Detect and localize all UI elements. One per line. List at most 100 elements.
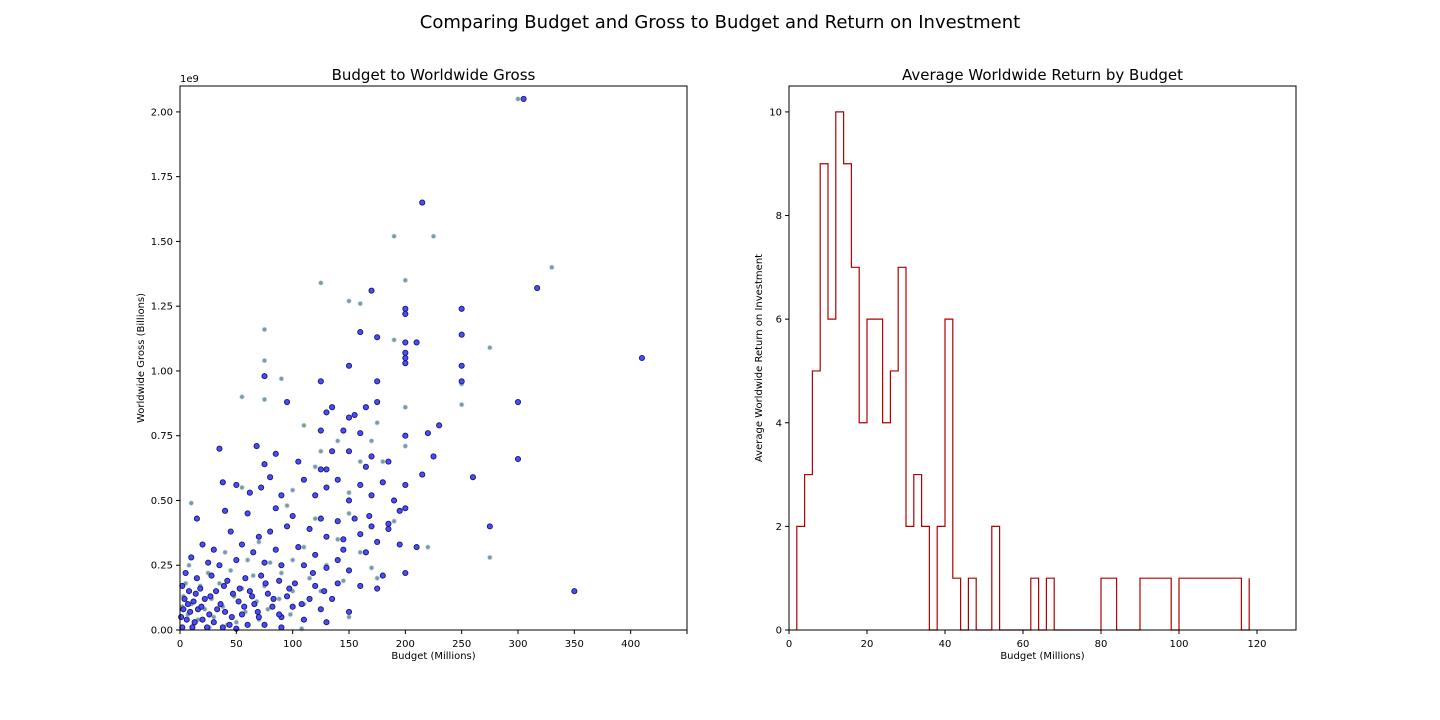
scatter-point-a (255, 613, 262, 621)
scatter-point-b (216, 580, 223, 587)
scatter-point-a (222, 507, 229, 514)
scatter-point-a (300, 562, 307, 569)
scatter-point-a (374, 585, 381, 592)
scatter-point-a (283, 398, 291, 406)
scatter-point-a (323, 484, 330, 491)
scatter-point-b (287, 611, 294, 618)
scatter-point-b (186, 562, 192, 568)
scatter-y-offset-label: 1e9 (180, 74, 199, 85)
scatter-point-a (300, 476, 307, 483)
scatter-point-b (402, 277, 409, 283)
scatter-point-a (228, 613, 235, 621)
scatter-x-tick-label: 200 (396, 639, 415, 650)
scatter-y-tick-label: 1.25 (151, 302, 173, 313)
scatter-point-a (413, 339, 420, 346)
scatter-point-a (224, 577, 231, 584)
scatter-point-a (261, 559, 268, 566)
step-x-tick-label: 20 (861, 639, 874, 650)
scatter-point-a (192, 590, 199, 597)
step-x-tick-label: 0 (786, 639, 792, 650)
step-y-tick-label: 10 (769, 107, 782, 118)
step-y-axis-label: Average Worldwide Return on Investment (754, 254, 765, 462)
step-x-tick-label: 60 (1017, 639, 1030, 650)
scatter-point-b (430, 233, 437, 239)
scatter-point-a (193, 515, 200, 522)
scatter-point-a (283, 593, 291, 600)
scatter-point-a (262, 580, 269, 587)
scatter-y-tick-label: 1.50 (151, 237, 173, 248)
scatter-point-a (458, 331, 465, 338)
scatter-point-a (272, 450, 279, 457)
scatter-point-a (255, 533, 262, 540)
step-x-axis-label: Budget (Millions) (1000, 651, 1084, 662)
scatter-point-a (220, 582, 227, 590)
scatter-point-a (638, 354, 645, 362)
scatter-point-b (267, 559, 273, 566)
scatter-point-a (317, 427, 324, 434)
scatter-point-b (402, 443, 409, 449)
scatter-point-a (244, 510, 251, 517)
scatter-point-a (345, 414, 353, 421)
scatter-point-b (239, 484, 245, 491)
scatter-point-a (323, 619, 330, 626)
scatter-point-b (301, 544, 307, 550)
scatter-point-a (368, 287, 375, 294)
scatter-point-a (298, 601, 305, 608)
scatter-point-b (211, 614, 217, 620)
step-y-tick-label: 2 (776, 522, 782, 533)
scatter-point-a (334, 476, 341, 483)
scatter-point-a (306, 595, 313, 602)
scatter-point-a (357, 481, 364, 488)
scatter-point-a (217, 601, 224, 608)
scatter-point-b (549, 264, 555, 271)
scatter-x-tick-label: 150 (339, 639, 358, 650)
scatter-point-a (272, 505, 279, 512)
scatter-point-b (318, 448, 324, 454)
step-frame (788, 85, 1297, 631)
scatter-point-a (534, 285, 541, 292)
scatter-point-b (318, 280, 324, 286)
scatter-x-tick-label: 0 (177, 639, 183, 650)
scatter-point-a (213, 588, 220, 595)
scatter-point-a (317, 515, 324, 522)
scatter-point-a (276, 577, 283, 584)
scatter-point-a (329, 404, 336, 411)
scatter-point-a (242, 575, 249, 582)
scatter-point-a (289, 512, 296, 520)
step-y-ticks: 0 2 4 6 8 10 (769, 107, 789, 637)
scatter-point-b (357, 549, 363, 555)
scatter-x-ticks: 0 50 100 150 200 250 300 350 400 (177, 630, 688, 650)
scatter-point-a (368, 523, 375, 530)
scatter-point-a (362, 404, 369, 411)
scatter-point-b (233, 619, 240, 625)
scatter-point-a (391, 497, 398, 504)
scatter-point-a (366, 512, 373, 520)
scatter-point-b (425, 544, 431, 550)
scatter-y-tick-label: 0.25 (151, 561, 173, 572)
scatter-point-a (249, 593, 256, 600)
scatter-point-a (374, 398, 381, 406)
scatter-point-a (396, 541, 403, 548)
scatter-point-a (278, 562, 285, 569)
step-title: Average Worldwide Return by Budget (902, 66, 1183, 84)
scatter-point-b (239, 394, 245, 400)
scatter-point-a (258, 572, 265, 579)
scatter-x-tick-label: 250 (452, 639, 471, 650)
scatter-point-a (340, 427, 347, 434)
scatter-point-a (323, 409, 330, 416)
scatter-point-a (300, 616, 307, 623)
scatter-point-b (289, 557, 296, 563)
scatter-point-b (380, 458, 386, 465)
step-axes: Average Worldwide Return by Budget 0 20 40… (754, 66, 1297, 662)
scatter-point-a (419, 199, 426, 206)
step-x-tick-label: 80 (1095, 639, 1108, 650)
scatter-point-b (346, 614, 352, 620)
scatter-point-b (515, 96, 521, 102)
scatter-point-a (283, 523, 291, 530)
scatter-point-a (210, 619, 217, 626)
scatter-point-a (229, 590, 237, 597)
scatter-point-a (216, 445, 223, 452)
scatter-point-a (235, 598, 242, 605)
scatter-y-ticks: 0.00 0.25 0.50 0.75 1.00 1.25 1.50 1.75 2.00 (151, 107, 180, 637)
